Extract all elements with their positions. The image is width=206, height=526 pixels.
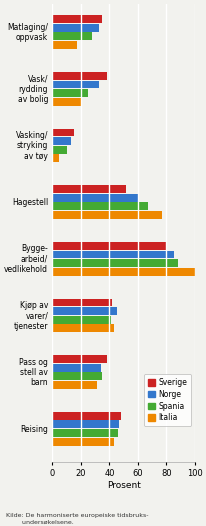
Bar bbox=[52, 137, 70, 145]
Bar bbox=[52, 381, 96, 389]
Bar bbox=[52, 259, 177, 267]
Bar bbox=[52, 24, 99, 32]
Bar bbox=[52, 15, 102, 23]
Bar bbox=[52, 98, 81, 106]
Bar bbox=[52, 80, 99, 88]
Bar bbox=[52, 420, 119, 428]
X-axis label: Prosent: Prosent bbox=[106, 481, 140, 490]
Bar bbox=[52, 185, 126, 193]
Bar bbox=[52, 316, 110, 323]
Bar bbox=[52, 89, 88, 97]
Bar bbox=[52, 307, 116, 315]
Bar bbox=[52, 155, 59, 163]
Bar bbox=[52, 372, 102, 380]
Bar bbox=[52, 299, 112, 307]
Bar bbox=[52, 128, 73, 137]
Bar bbox=[52, 41, 76, 49]
Bar bbox=[52, 33, 92, 41]
Bar bbox=[52, 364, 100, 372]
Bar bbox=[52, 203, 147, 210]
Legend: Sverige, Norge, Spania, Italia: Sverige, Norge, Spania, Italia bbox=[143, 375, 190, 426]
Text: Kilde: De harmoniserte europeiske tidsbruks-
        undersøkelsene.: Kilde: De harmoniserte europeiske tidsbr… bbox=[6, 513, 148, 525]
Bar bbox=[52, 242, 166, 250]
Bar bbox=[52, 325, 113, 332]
Bar bbox=[52, 250, 173, 258]
Bar bbox=[52, 355, 106, 363]
Bar bbox=[52, 211, 161, 219]
Bar bbox=[52, 268, 194, 276]
Bar bbox=[52, 72, 106, 80]
Bar bbox=[52, 146, 66, 154]
Bar bbox=[52, 194, 137, 202]
Bar bbox=[52, 429, 117, 437]
Bar bbox=[52, 412, 120, 420]
Bar bbox=[52, 438, 113, 446]
